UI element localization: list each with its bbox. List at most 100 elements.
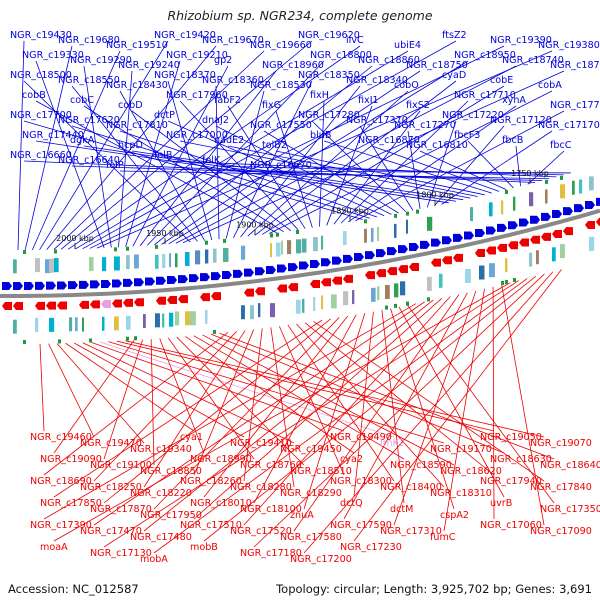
forward-gene-arrow: [57, 281, 67, 290]
gene-label-forward: nadE2: [214, 135, 244, 146]
leader-line: [304, 322, 495, 476]
gene-label-forward: ftsZ2: [442, 30, 467, 41]
feature-block: [49, 317, 55, 332]
reverse-gene-arrow: [343, 274, 353, 283]
gc-marker: [205, 240, 208, 245]
forward-gene-arrow: [497, 223, 507, 232]
forward-gene-arrow: [508, 221, 518, 230]
gene-label-reverse: NGR_c17950: [140, 510, 202, 521]
gc-marker: [394, 303, 397, 308]
leader-line: [150, 339, 155, 466]
gene-label-forward: NGR_c19380: [538, 40, 600, 51]
leader-line: [210, 333, 505, 454]
feature-block: [89, 257, 94, 272]
feature-block: [513, 196, 516, 211]
leader-line: [53, 319, 323, 498]
feature-block: [258, 303, 261, 318]
leader-line: [355, 110, 565, 222]
gene-label-forward: NGR_c19330: [22, 50, 84, 61]
forward-gene-arrow: [420, 240, 430, 249]
feature-block: [470, 207, 473, 222]
gene-label-forward: dgkA: [70, 135, 95, 146]
feature-block: [371, 227, 374, 242]
leader-line: [340, 100, 469, 224]
reverse-gene-arrow: [123, 298, 133, 307]
gc-marker: [545, 179, 548, 184]
feature-block: [572, 180, 575, 195]
feature-block: [343, 231, 347, 246]
gene-label-reverse: NGR_c19460: [30, 432, 92, 443]
forward-gene-arrow: [222, 270, 232, 279]
forward-gene-arrow: [398, 245, 408, 254]
tick-label: 1800 kbp: [416, 191, 454, 200]
gene-label-reverse: dctM: [390, 504, 413, 515]
leader-line: [153, 278, 528, 554]
feature-block: [313, 297, 316, 312]
leader-line: [96, 50, 553, 249]
feature-block: [270, 243, 273, 258]
forward-gene-arrow: [24, 281, 34, 290]
leader-line: [154, 65, 373, 246]
leader-line: [39, 343, 45, 432]
tick-label: 1900 kbp: [236, 220, 274, 229]
feature-block: [185, 311, 191, 326]
forward-gene-arrow: [310, 259, 320, 268]
gene-label-forward: NGR_c17550: [250, 120, 312, 131]
gene-label-forward: NGR_c19620: [298, 30, 360, 41]
gene-label-forward: cobO: [394, 80, 419, 91]
gene-label-reverse: dctQ: [340, 498, 363, 509]
reverse-gene-arrow: [79, 300, 89, 309]
gc-marker: [501, 280, 504, 285]
feature-block: [250, 305, 254, 320]
gene-label-reverse: NGR_c17060: [480, 520, 542, 531]
gene-label-reverse: NGR_c17090: [530, 526, 592, 537]
leader-line: [179, 100, 299, 230]
forward-gene-arrow: [211, 272, 221, 281]
leader-line: [182, 70, 565, 244]
gene-label-forward: NGR_c18370: [154, 70, 216, 81]
gene-label-reverse: NGR_c17130: [90, 548, 152, 559]
forward-gene-arrow: [343, 254, 353, 263]
gene-label-reverse: NGR_c17350: [540, 504, 600, 515]
forward-gene-arrow: [552, 210, 562, 219]
leader-line: [99, 341, 395, 438]
reverse-gene-arrow: [57, 301, 67, 310]
leader-line: [398, 306, 505, 498]
forward-gene-arrow: [299, 261, 309, 270]
leader-line: [83, 105, 284, 232]
leader-line: [71, 125, 370, 219]
gene-label-forward: hcpD: [118, 140, 143, 151]
feature-block: [45, 259, 51, 274]
feature-block: [114, 256, 120, 271]
forward-gene-arrow: [233, 269, 243, 278]
leader-line: [103, 318, 331, 504]
reverse-gene-arrow: [255, 287, 265, 296]
gene-label-reverse: NGR_c17230: [340, 542, 402, 553]
leader-line: [153, 317, 340, 510]
tick-label: 1950 kbp: [146, 229, 184, 238]
leader-line: [65, 342, 195, 432]
leader-line: [393, 290, 477, 526]
reverse-gene-arrow: [200, 293, 210, 302]
gc-marker: [58, 339, 61, 344]
feature-block: [287, 240, 292, 255]
leader-line: [31, 50, 121, 251]
gene-label-reverse: fumC: [430, 532, 456, 543]
leader-line: [203, 315, 349, 498]
forward-gene-arrow: [266, 265, 276, 274]
gene-label-forward: NGR_c18750: [406, 60, 468, 71]
feature-block: [313, 237, 318, 252]
gene-label-reverse: NGR_c17200: [290, 554, 352, 565]
leader-line: [93, 301, 425, 526]
feature-block: [134, 254, 139, 269]
gene-label-reverse: NGR_c18010: [190, 498, 252, 509]
feature-block: [126, 315, 131, 330]
feature-block: [75, 317, 78, 332]
reverse-gene-arrow: [244, 288, 254, 297]
forward-gene-arrow: [365, 251, 375, 260]
feature-block: [13, 319, 17, 334]
gene-label-reverse: NGR_c18260: [180, 476, 242, 487]
gene-label-forward: NGR_c19240: [118, 60, 180, 71]
reverse-gene-arrow: [13, 301, 23, 310]
gene-label-forward: NGR_c16870: [358, 135, 420, 146]
